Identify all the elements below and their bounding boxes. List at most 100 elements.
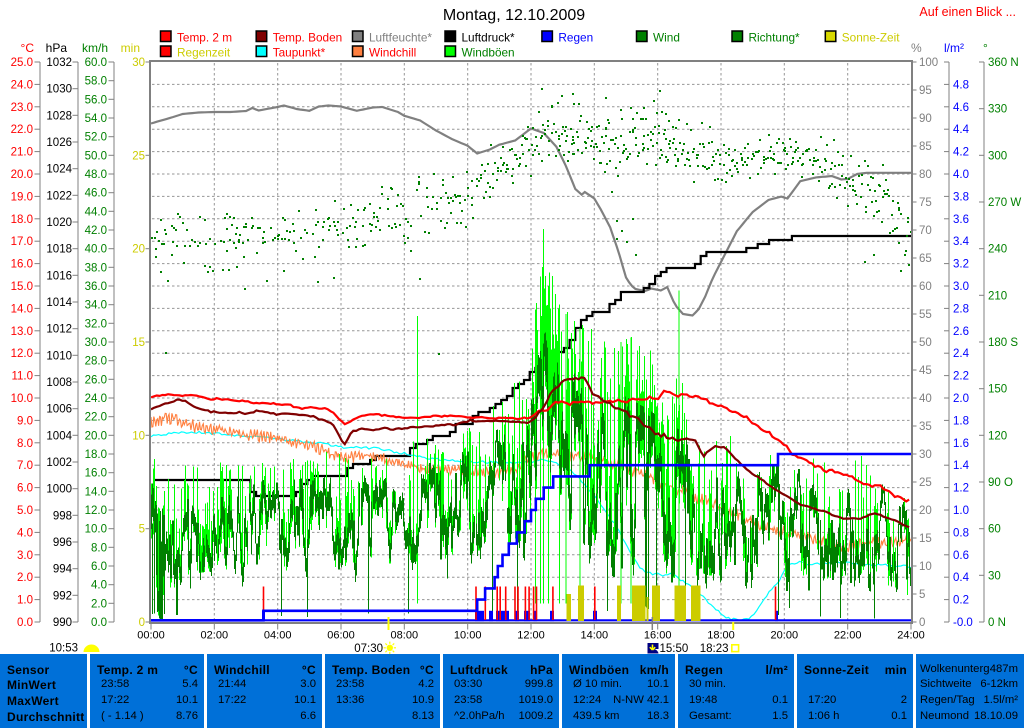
svg-text:998: 998 (53, 510, 72, 522)
svg-text:240: 240 (988, 244, 1007, 256)
svg-text:l/m²: l/m² (944, 41, 964, 55)
svg-text:hPa: hPa (46, 41, 68, 55)
svg-text:15:50: 15:50 (660, 643, 689, 655)
svg-text:992: 992 (53, 590, 72, 602)
svg-text:1.4: 1.4 (953, 460, 970, 472)
svg-text:2.8: 2.8 (953, 303, 969, 315)
svg-text:10.0: 10.0 (85, 524, 107, 536)
svg-text:48.0: 48.0 (85, 169, 107, 181)
svg-text:1018: 1018 (46, 244, 72, 256)
svg-text:5.0: 5.0 (17, 505, 33, 517)
svg-text:22.0: 22.0 (85, 412, 107, 424)
svg-text:17.0: 17.0 (11, 236, 33, 248)
svg-text:16.0: 16.0 (85, 468, 107, 480)
svg-text:5: 5 (919, 589, 925, 601)
svg-text:330: 330 (988, 104, 1007, 116)
svg-text:km/h: km/h (82, 41, 108, 55)
svg-text:0: 0 (139, 617, 145, 629)
svg-text:1024: 1024 (46, 164, 72, 176)
svg-text:1.0: 1.0 (17, 595, 33, 607)
svg-text:12.0: 12.0 (85, 505, 107, 517)
svg-text:Windchill: Windchill (369, 46, 416, 60)
svg-text:%: % (911, 41, 922, 55)
svg-text:1.0: 1.0 (953, 505, 969, 517)
svg-text:18.0: 18.0 (85, 449, 107, 461)
svg-text:42.0: 42.0 (85, 225, 107, 237)
svg-text:1020: 1020 (46, 217, 72, 229)
svg-text:10: 10 (132, 430, 145, 442)
svg-text:1016: 1016 (46, 270, 72, 282)
svg-text:min: min (121, 41, 140, 55)
svg-text:4.6: 4.6 (953, 102, 969, 114)
svg-text:18:23: 18:23 (700, 643, 729, 655)
svg-text:20.0: 20.0 (85, 430, 107, 442)
svg-text:2.2: 2.2 (953, 371, 969, 383)
svg-text:80: 80 (919, 169, 932, 181)
svg-text:21.0: 21.0 (11, 147, 33, 159)
svg-text:10.0: 10.0 (11, 393, 33, 405)
svg-text:75: 75 (919, 197, 932, 209)
svg-text:1008: 1008 (46, 377, 72, 389)
svg-text:3.6: 3.6 (953, 214, 969, 226)
svg-text:32.0: 32.0 (85, 318, 107, 330)
svg-text:36.0: 36.0 (85, 281, 107, 293)
svg-text:5: 5 (139, 524, 145, 536)
svg-text:45: 45 (919, 365, 932, 377)
svg-text:55: 55 (919, 309, 932, 321)
svg-text:2.0: 2.0 (91, 598, 107, 610)
svg-text:8.0: 8.0 (91, 542, 107, 554)
svg-text:40.0: 40.0 (85, 244, 107, 256)
svg-text:990: 990 (53, 617, 72, 629)
svg-text:1002: 1002 (46, 457, 72, 469)
svg-text:12.0: 12.0 (11, 348, 33, 360)
svg-text:14:00: 14:00 (581, 630, 609, 642)
svg-text:1.2: 1.2 (953, 483, 969, 495)
svg-text:7.0: 7.0 (17, 460, 33, 472)
svg-text:11.0: 11.0 (11, 371, 33, 383)
svg-text:Regenzeit: Regenzeit (177, 46, 231, 60)
svg-text:Sonne-Zeit: Sonne-Zeit (842, 31, 900, 45)
svg-text:10:53: 10:53 (49, 643, 78, 655)
svg-text:90: 90 (919, 113, 932, 125)
svg-text:00:00: 00:00 (137, 630, 165, 642)
svg-text:30: 30 (988, 570, 1001, 582)
svg-text:-0.0: -0.0 (953, 617, 973, 629)
svg-text:08:00: 08:00 (391, 630, 419, 642)
svg-text:Temp. Boden: Temp. Boden (273, 31, 343, 45)
svg-text:16.0: 16.0 (11, 259, 33, 271)
svg-text:3.0: 3.0 (953, 281, 969, 293)
svg-text:14.0: 14.0 (11, 303, 33, 315)
svg-text:30.0: 30.0 (85, 337, 107, 349)
svg-text:23.0: 23.0 (11, 102, 33, 114)
svg-text:0.6: 0.6 (953, 550, 969, 562)
svg-text:1.6: 1.6 (953, 438, 969, 450)
svg-text:30: 30 (132, 57, 145, 69)
svg-text:9.0: 9.0 (17, 415, 33, 427)
svg-text:25: 25 (132, 150, 145, 162)
svg-text:Taupunkt*: Taupunkt* (273, 46, 326, 60)
svg-text:50.0: 50.0 (85, 150, 107, 162)
svg-text:2.0: 2.0 (17, 572, 33, 584)
svg-text:85: 85 (919, 141, 932, 153)
svg-text:100: 100 (919, 57, 938, 69)
svg-text:1000: 1000 (46, 484, 72, 496)
svg-text:1032: 1032 (46, 57, 72, 69)
svg-text:1022: 1022 (46, 190, 72, 202)
svg-text:Luftfeuchte*: Luftfeuchte* (369, 31, 432, 45)
svg-text:1.8: 1.8 (953, 415, 969, 427)
svg-text:70: 70 (919, 225, 932, 237)
svg-text:994: 994 (53, 564, 73, 576)
svg-text:0: 0 (919, 617, 925, 629)
svg-text:1006: 1006 (46, 404, 72, 416)
svg-text:150: 150 (988, 384, 1007, 396)
svg-text:Montag, 12.10.2009: Montag, 12.10.2009 (443, 7, 585, 24)
svg-text:4.2: 4.2 (953, 147, 969, 159)
svg-text:1026: 1026 (46, 137, 72, 149)
svg-text:0.8: 0.8 (953, 527, 969, 539)
svg-text:1004: 1004 (46, 430, 72, 442)
svg-text:996: 996 (53, 537, 72, 549)
svg-text:26.0: 26.0 (85, 374, 107, 386)
svg-text:1012: 1012 (46, 324, 72, 336)
svg-text:4.0: 4.0 (17, 527, 33, 539)
svg-text:50: 50 (919, 337, 932, 349)
